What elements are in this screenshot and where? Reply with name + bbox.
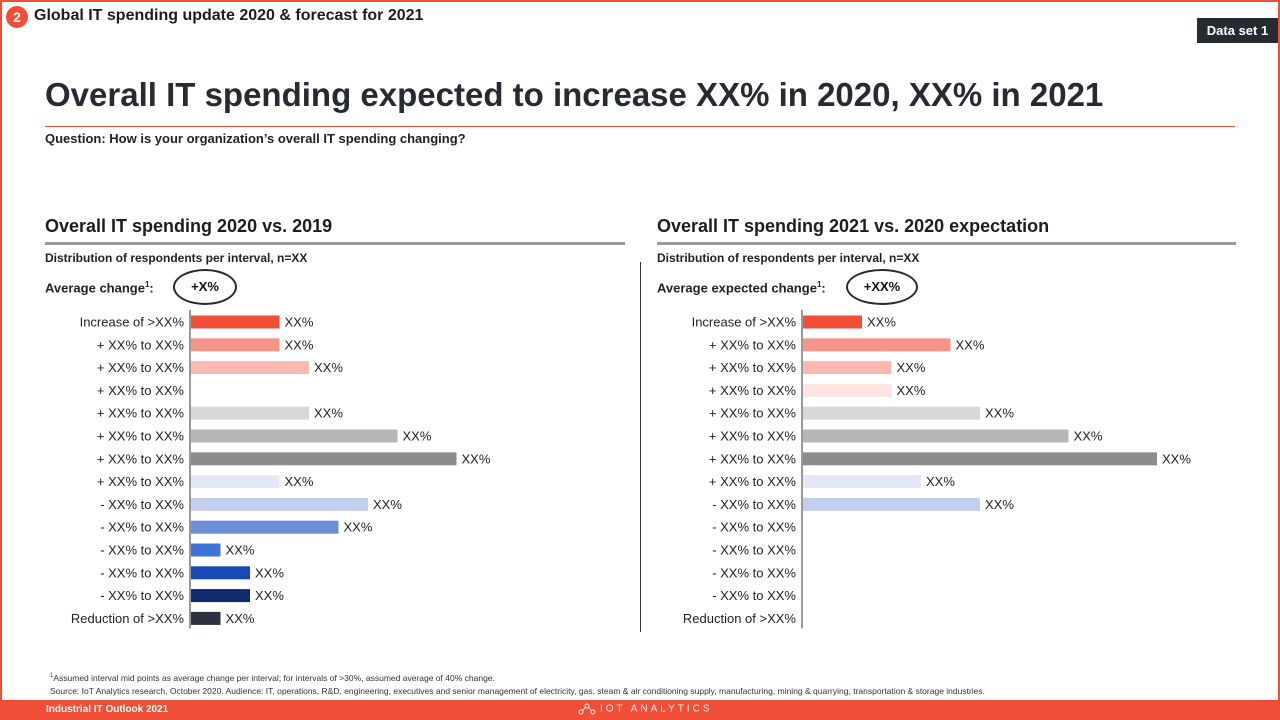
right-bar-value-label: XX% [926,474,955,489]
left-bar [191,543,221,557]
right-bar [803,406,980,420]
right-bar-value-label: XX% [897,360,926,375]
left-bar [191,520,339,534]
left-panel-subtitle: Distribution of respondents per interval… [45,251,308,265]
footer-brand: IOT ANALYTICS [578,703,713,715]
left-bar [191,497,368,511]
left-bar-value-label: XX% [255,588,284,603]
left-bar [191,611,221,625]
right-bar-value-label: XX% [1074,429,1103,444]
right-bar-value-label: XX% [956,337,985,352]
left-bar [191,361,309,375]
right-bar [803,383,892,397]
right-category-label: + XX% to XX% [709,337,797,352]
right-category-label: - XX% to XX% [712,588,796,603]
left-bar [191,429,398,443]
left-bar-value-label: XX% [285,474,314,489]
left-category-label: - XX% to XX% [100,543,184,558]
left-bar-value-label: XX% [373,497,402,512]
left-category-label: - XX% to XX% [100,588,184,603]
title-divider [45,126,1235,127]
footnote-source: Source: IoT Analytics research, October … [50,686,986,696]
footer-bar: Industrial IT Outlook 2021 IOT ANALYTICS [0,700,1280,720]
left-bar [191,589,250,603]
panel-divider [640,262,641,632]
left-bar [191,406,309,420]
left-average-label: Average change1: [45,280,154,296]
right-bar-value-label: XX% [985,406,1014,421]
right-category-label: - XX% to XX% [712,497,796,512]
left-bar-value-label: XX% [226,543,255,558]
left-bar-value-label: XX% [314,406,343,421]
right-category-label: - XX% to XX% [712,543,796,558]
right-category-label: + XX% to XX% [709,360,797,375]
dataset-tag: Data set 1 [1197,18,1278,43]
right-bar [803,315,862,329]
left-bar-chart: Increase of >XX% XX% + XX% to XX% XX% + XX% … [71,310,491,629]
right-average-value: +XX% [846,269,918,305]
left-bar [191,338,280,352]
right-category-label: Reduction of >XX% [683,611,797,626]
left-panel-title: Overall IT spending 2020 vs. 2019 [45,216,333,236]
right-bar [803,497,980,511]
left-panel-rule [45,242,625,245]
right-bar-value-label: XX% [985,497,1014,512]
right-category-label: + XX% to XX% [709,429,797,444]
right-bar [803,452,1157,466]
right-bar-chart: Increase of >XX% XX% + XX% to XX% XX% + XX% … [683,310,1191,629]
left-category-label: - XX% to XX% [100,520,184,535]
left-category-label: + XX% to XX% [97,474,185,489]
right-category-label: + XX% to XX% [709,406,797,421]
right-bar-value-label: XX% [897,383,926,398]
left-bar [191,315,280,329]
left-category-label: + XX% to XX% [97,451,185,466]
left-category-label: Reduction of >XX% [71,611,185,626]
left-bar-value-label: XX% [285,315,314,330]
right-category-label: + XX% to XX% [709,383,797,398]
left-bar-value-label: XX% [226,611,255,626]
right-bar [803,429,1069,443]
left-category-label: + XX% to XX% [97,406,185,421]
page-title: Overall IT spending expected to increase… [45,76,1104,113]
footer-report-name: Industrial IT Outlook 2021 [46,704,169,715]
section-title: Global IT spending update 2020 & forecas… [34,7,424,24]
right-category-label: + XX% to XX% [709,451,797,466]
right-bar-value-label: XX% [1162,451,1191,466]
left-bar [191,566,250,580]
left-bar-value-label: XX% [462,451,491,466]
right-bar [803,475,921,489]
right-bar [803,361,892,375]
left-category-label: - XX% to XX% [100,497,184,512]
right-bar-value-label: XX% [867,315,896,330]
right-category-label: - XX% to XX% [712,565,796,580]
left-category-label: + XX% to XX% [97,337,185,352]
right-bar [803,338,951,352]
left-bar-value-label: XX% [344,520,373,535]
survey-question: Question: How is your organization’s ove… [45,131,466,146]
footnote-1: 1Assumed interval mid points as average … [50,673,495,683]
right-category-label: Increase of >XX% [692,315,797,330]
left-bar-value-label: XX% [285,337,314,352]
right-panel-rule [657,242,1236,245]
left-bar-value-label: XX% [403,429,432,444]
left-bar [191,452,457,466]
iot-analytics-logo-icon [578,703,596,715]
right-panel-title: Overall IT spending 2021 vs. 2020 expect… [657,216,1050,236]
left-average-value: +X% [173,269,237,305]
left-bar-value-label: XX% [255,565,284,580]
left-category-label: + XX% to XX% [97,383,185,398]
right-category-label: + XX% to XX% [709,474,797,489]
right-average-label: Average expected change1: [657,280,826,296]
left-category-label: Increase of >XX% [80,315,185,330]
left-category-label: - XX% to XX% [100,565,184,580]
left-bar-value-label: XX% [314,360,343,375]
right-category-label: - XX% to XX% [712,520,796,535]
right-panel-subtitle: Distribution of respondents per interval… [657,251,920,265]
section-number-badge: 2 [6,6,28,28]
left-category-label: + XX% to XX% [97,360,185,375]
left-category-label: + XX% to XX% [97,429,185,444]
left-bar [191,475,280,489]
